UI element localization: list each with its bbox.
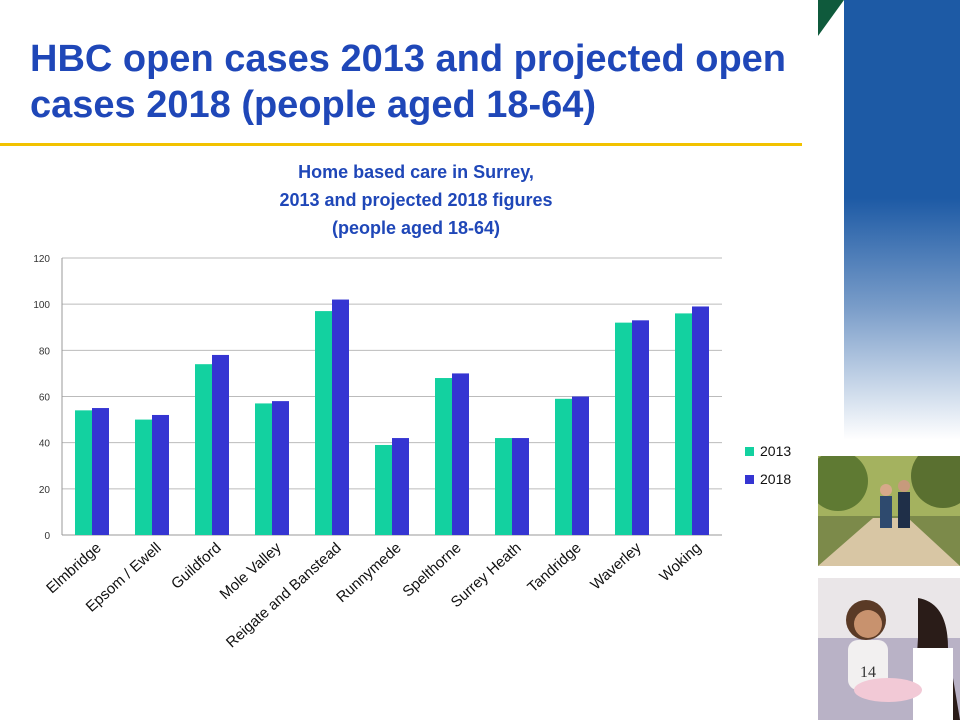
bar	[452, 373, 469, 535]
y-tick-label: 20	[39, 485, 51, 496]
legend-swatch	[745, 475, 754, 484]
corner-accent	[818, 0, 844, 36]
title-underline	[0, 143, 802, 146]
page-number: 14	[860, 664, 876, 681]
bar	[375, 444, 392, 535]
bar	[315, 311, 332, 535]
x-tick-label: Guildford	[168, 539, 225, 592]
bar-chart: Home based care in Surrey, 2013 and proj…	[33, 162, 791, 651]
bar	[555, 398, 572, 535]
bar	[675, 313, 692, 535]
bar	[75, 410, 92, 535]
y-tick-label: 0	[44, 531, 50, 542]
bar	[212, 354, 229, 535]
legend-label: 2013	[760, 443, 791, 459]
legend: 2013 2018	[745, 443, 791, 487]
x-tick-label: Runnymede	[333, 539, 404, 606]
bar	[152, 414, 169, 535]
bar	[615, 322, 632, 535]
photo-women-talking	[818, 578, 960, 720]
legend-label: 2018	[760, 471, 791, 487]
bar	[195, 364, 212, 535]
bar	[495, 438, 512, 535]
x-tick-label: Reigate and Banstead	[223, 539, 345, 651]
x-tick-label: Waverley	[587, 539, 645, 593]
y-tick-label: 120	[33, 254, 50, 265]
bar	[512, 438, 529, 535]
legend-swatch	[745, 447, 754, 456]
y-tick-label: 40	[39, 439, 51, 450]
bar	[632, 320, 649, 535]
bar	[92, 408, 109, 535]
x-tick-label: Tandridge	[524, 539, 584, 596]
photo-couple-walking	[818, 456, 960, 566]
y-tick-label: 60	[39, 393, 51, 404]
bar	[392, 438, 409, 535]
y-axis: 0 20 40 60 80 100 120	[33, 254, 50, 542]
chart-title-line-1: Home based care in Surrey,	[298, 162, 534, 182]
x-tick-label: Elmbridge	[43, 539, 105, 597]
side-blue-panel	[844, 0, 960, 440]
bar	[692, 306, 709, 535]
y-tick-label: 100	[33, 300, 50, 311]
chart-title-line-3: (people aged 18-64)	[332, 218, 500, 238]
bar	[572, 396, 589, 535]
bar	[332, 299, 349, 535]
chart-title: Home based care in Surrey, 2013 and proj…	[279, 162, 552, 238]
slide-title: HBC open cases 2013 and projected open c…	[30, 38, 787, 126]
x-tick-label: Woking	[656, 539, 704, 585]
bar	[272, 401, 289, 535]
chart-title-line-2: 2013 and projected 2018 figures	[279, 190, 552, 210]
bar	[135, 419, 152, 535]
bar	[255, 403, 272, 535]
bars	[75, 299, 709, 535]
y-tick-label: 80	[39, 346, 51, 357]
bar	[435, 378, 452, 535]
